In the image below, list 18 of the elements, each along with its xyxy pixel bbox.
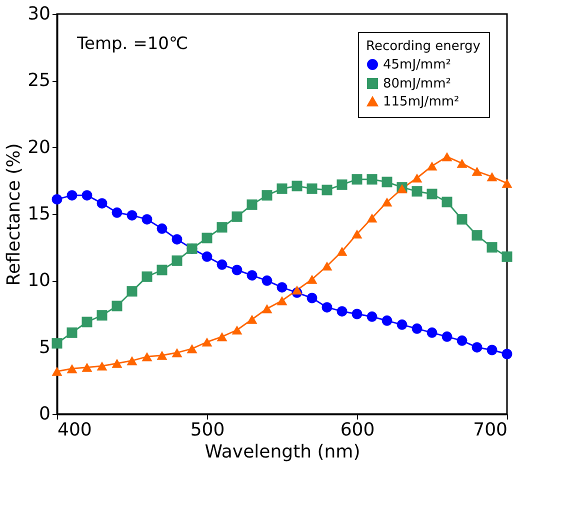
legend-label: 80mJ/mm² xyxy=(383,76,451,92)
annotation: Temp. =10℃ xyxy=(76,34,188,54)
x-tick-label: 400 xyxy=(58,420,92,440)
y-tick-label: 30 xyxy=(28,4,50,24)
x-axis-title: Wavelength (nm) xyxy=(204,442,360,462)
y-tick-label: 15 xyxy=(28,204,50,224)
y-tick-label: 10 xyxy=(28,270,50,292)
legend-title: Recording energy xyxy=(366,39,481,54)
y-axis-title: Reflectance (%) xyxy=(4,143,25,286)
x-tick-label: 500 xyxy=(190,420,225,440)
x-tick-label: 700 xyxy=(473,420,508,440)
legend-label: 115mJ/mm² xyxy=(383,94,460,110)
y-tick-label: 25 xyxy=(28,70,50,92)
y-tick-label: 0 xyxy=(39,404,50,424)
y-tick-label: 5 xyxy=(39,336,50,358)
legend-label: 45mJ/mm² xyxy=(383,58,451,72)
x-tick-label: 600 xyxy=(340,420,375,440)
y-tick-label: 20 xyxy=(28,136,50,158)
